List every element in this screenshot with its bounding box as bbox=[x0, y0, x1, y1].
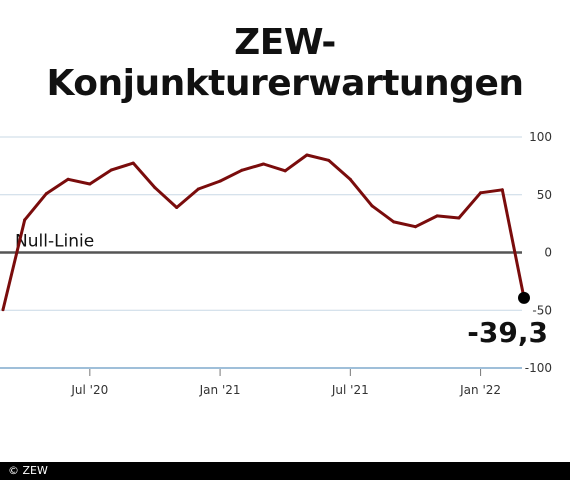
annotations: -39,3 bbox=[467, 291, 548, 349]
x-tick-label: Jul '20 bbox=[70, 383, 108, 397]
series-layer bbox=[1, 153, 526, 312]
y-tick-label: -100 bbox=[525, 361, 552, 375]
data-point bbox=[370, 204, 374, 208]
data-point bbox=[240, 168, 244, 172]
data-point bbox=[175, 205, 179, 209]
x-tick-label: Jan '21 bbox=[199, 383, 241, 397]
data-point bbox=[283, 169, 287, 173]
data-point bbox=[196, 187, 200, 191]
data-point bbox=[131, 161, 135, 165]
x-tick-label: Jan '22 bbox=[459, 383, 501, 397]
data-point bbox=[392, 220, 396, 224]
grid-lines bbox=[0, 136, 522, 369]
end-point-marker bbox=[518, 291, 530, 304]
x-axis-ticks: Jul '20 Jan '21 Jul '21 Jan '22 bbox=[70, 369, 501, 397]
data-point bbox=[153, 186, 157, 190]
y-tick-label: 0 bbox=[544, 246, 552, 260]
data-point bbox=[457, 216, 461, 220]
data-point bbox=[305, 153, 309, 157]
data-point bbox=[1, 308, 5, 312]
y-tick-label: -50 bbox=[532, 303, 552, 317]
data-point bbox=[88, 182, 92, 186]
data-point bbox=[479, 191, 483, 195]
y-tick-label: 50 bbox=[537, 188, 552, 202]
chart-title: ZEW-Konjunkturerwartungen bbox=[46, 22, 524, 104]
data-point bbox=[110, 168, 114, 172]
data-point bbox=[435, 214, 439, 218]
data-point bbox=[327, 158, 331, 162]
y-axis-ticks: 100 50 0 -50 -100 bbox=[525, 130, 552, 375]
end-value-label: -39,3 bbox=[467, 316, 548, 349]
zero-line-label: Null-Linie bbox=[15, 232, 94, 252]
zero-reference: Null-Linie bbox=[0, 232, 522, 254]
data-point bbox=[23, 218, 27, 222]
data-point bbox=[44, 192, 48, 196]
data-point bbox=[413, 225, 417, 229]
x-tick-label: Jul '21 bbox=[331, 383, 369, 397]
data-point bbox=[500, 188, 504, 192]
data-point bbox=[66, 177, 70, 181]
data-point bbox=[218, 179, 222, 183]
footer-credit: © ZEW bbox=[0, 462, 570, 480]
data-point bbox=[262, 162, 265, 166]
y-tick-label: 100 bbox=[529, 130, 552, 144]
data-point bbox=[348, 177, 352, 181]
